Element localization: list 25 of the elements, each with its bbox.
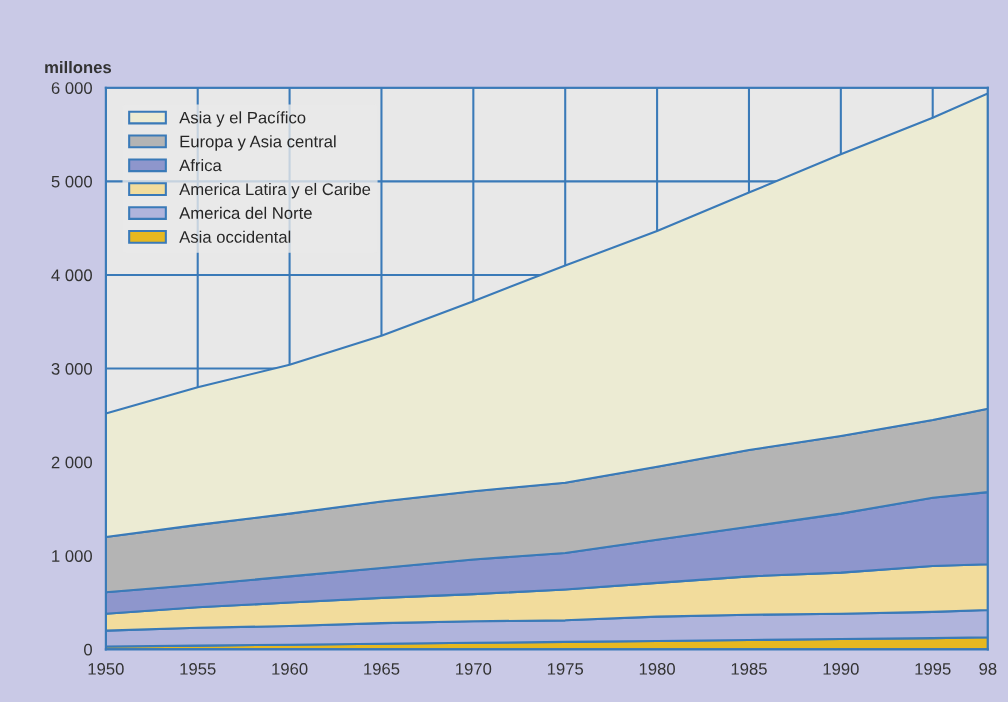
x-tick-label: 1995 [915,662,951,675]
y-tick-label: 0 [84,643,92,656]
legend-label: America del Norte [179,206,312,219]
x-tick-label: 1960 [272,662,308,675]
x-tick-label: 1990 [823,662,859,675]
legend-label: America Latira y el Caribe [179,182,371,199]
y-tick-label: 4 000 [51,269,92,282]
y-tick-label: 1 000 [52,550,92,562]
x-tick-label: 1970 [456,662,492,675]
x-tick-label: 1985 [731,662,767,675]
y-tick-label: 2 000 [51,456,92,469]
x-tick-label: 1955 [180,662,216,675]
x-tick-label: 98 [979,662,997,675]
x-tick-label: 1980 [639,662,675,675]
x-tick-label: 1950 [88,662,124,675]
x-tick-label: 1975 [547,662,584,675]
x-tick-label: 1965 [364,662,400,675]
y-axis-title: millones [45,60,112,74]
y-tick-label: 6 000 [51,82,92,94]
y-tick-label: 3 000 [51,362,92,375]
legend-label: Asia occidental [179,230,291,243]
y-tick-label: 5 000 [51,175,92,188]
legend-label: Africa [179,159,222,172]
legend-label: Europa y Asia central [180,135,336,151]
legend-label: Asia y el Pacífico [179,111,306,127]
